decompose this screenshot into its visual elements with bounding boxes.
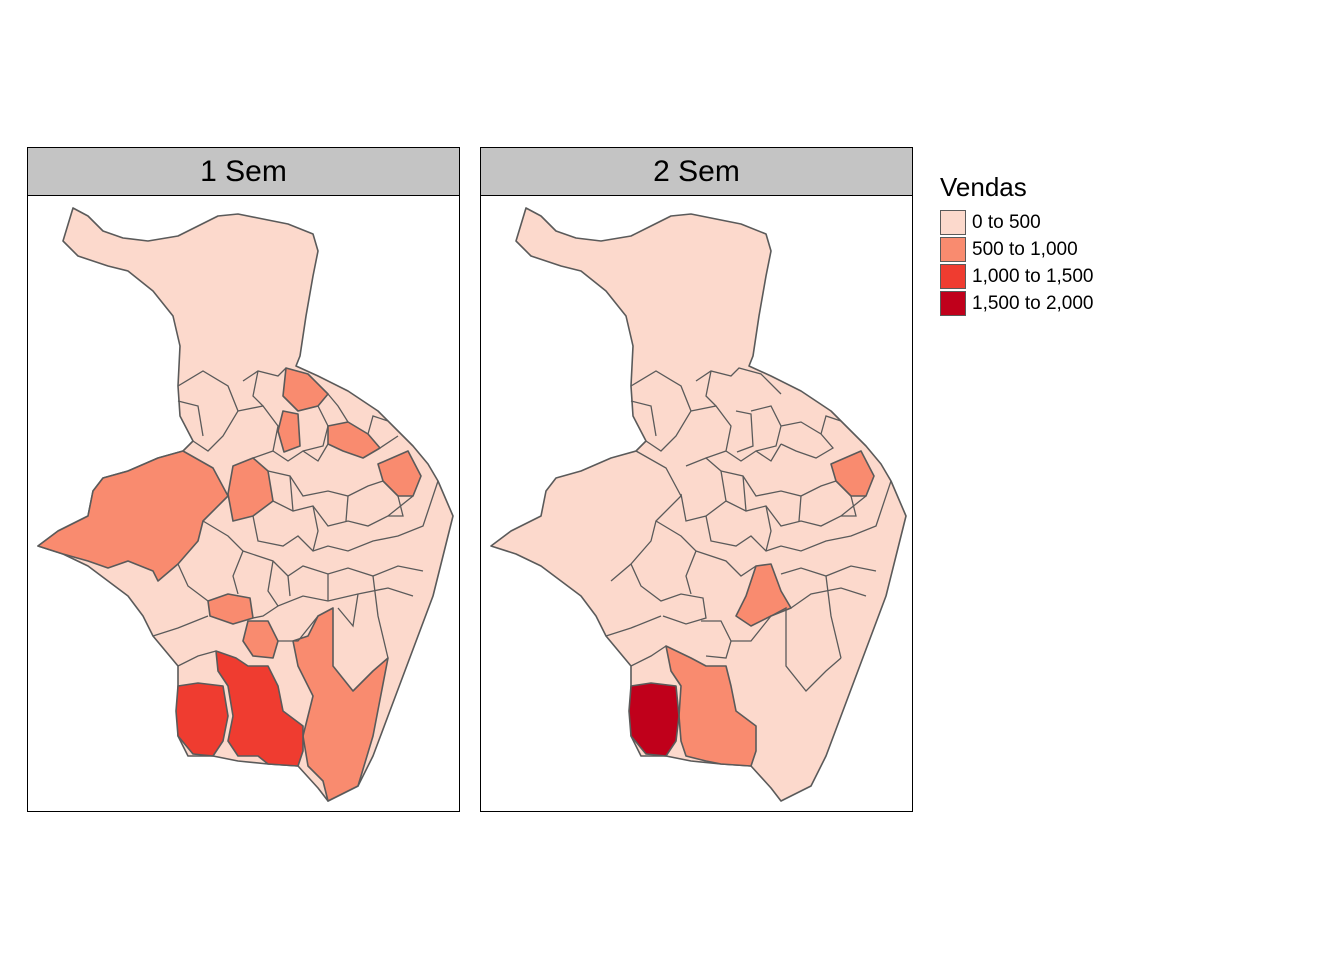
border — [605, 615, 662, 637]
border — [742, 475, 747, 512]
border — [337, 593, 359, 628]
border — [695, 367, 782, 395]
border — [278, 615, 319, 642]
facet-panel-2: 2 Sem — [480, 147, 913, 812]
border — [272, 443, 329, 462]
border — [177, 563, 209, 602]
border — [252, 605, 279, 619]
border — [177, 650, 217, 667]
legend-swatch — [940, 291, 966, 316]
region-south-center-2 — [242, 620, 279, 659]
border — [630, 563, 707, 625]
facet-title: 2 Sem — [481, 148, 912, 196]
border — [790, 587, 867, 609]
legend-item: 500 to 1,000 — [940, 236, 1094, 263]
border — [705, 370, 717, 407]
legend-item: 1,000 to 1,500 — [940, 263, 1094, 290]
region-south-center — [215, 650, 304, 767]
border — [367, 415, 389, 435]
region-south-east-strip — [292, 607, 389, 802]
legend-title: Vendas — [940, 172, 1027, 202]
legend-item: 1,500 to 2,000 — [940, 290, 1094, 317]
border — [252, 370, 264, 407]
legend-item: 0 to 500 — [940, 209, 1094, 236]
border — [798, 495, 802, 522]
border — [272, 495, 414, 527]
facet-title: 1 Sem — [28, 148, 459, 196]
border — [152, 615, 209, 637]
border — [725, 443, 782, 462]
border — [841, 495, 857, 517]
border — [237, 405, 279, 459]
legend-swatch — [940, 210, 966, 235]
border — [780, 421, 834, 459]
border — [695, 550, 757, 577]
region-south-west — [175, 682, 229, 757]
border — [825, 575, 842, 659]
region-north-east-2 — [277, 410, 301, 453]
border — [267, 560, 414, 607]
border — [705, 480, 892, 552]
border — [372, 575, 389, 659]
border — [177, 400, 204, 437]
region-center-west — [227, 457, 274, 522]
facet-panel-1: 1 Sem — [27, 147, 460, 812]
border — [327, 393, 349, 423]
legend-label: 0 to 500 — [972, 211, 1041, 233]
border — [345, 495, 349, 522]
region-west — [37, 450, 229, 582]
region-north-east-3 — [327, 421, 381, 459]
border — [388, 495, 404, 517]
border — [630, 400, 657, 437]
border — [289, 475, 294, 512]
border — [820, 415, 842, 435]
border — [252, 480, 439, 552]
legend: Vendas 0 to 500 500 to 1,000 1,000 to 1,… — [940, 172, 1094, 317]
legend-label: 1,500 to 2,000 — [972, 292, 1094, 314]
legend-label: 1,000 to 1,500 — [972, 265, 1094, 287]
border — [630, 645, 667, 667]
border — [379, 435, 399, 449]
border — [297, 405, 329, 452]
border — [690, 405, 732, 459]
border — [242, 367, 287, 382]
border — [735, 410, 754, 453]
legend-swatch — [940, 237, 966, 262]
legend-label: 500 to 1,000 — [972, 238, 1078, 260]
region-south-west — [628, 682, 680, 757]
map-2sem — [490, 207, 907, 802]
legend-swatch — [940, 264, 966, 289]
map-1sem — [37, 207, 454, 802]
border — [731, 606, 842, 692]
border — [312, 505, 319, 552]
border — [287, 575, 291, 597]
region-south-center — [665, 645, 757, 767]
border — [765, 505, 772, 552]
border — [725, 495, 867, 527]
